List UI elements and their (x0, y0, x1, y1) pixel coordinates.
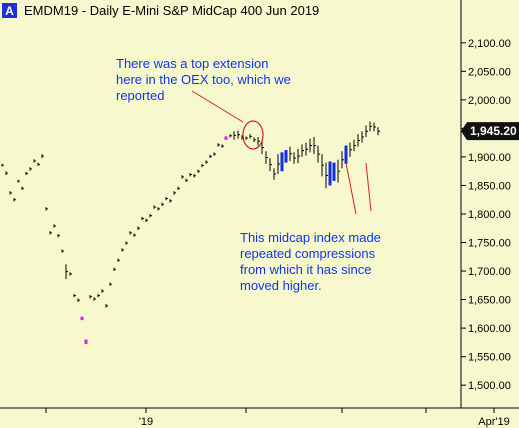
bottom-annotation-line: from which it has since (240, 262, 372, 277)
last-price-tag: 1,945.20 (461, 122, 519, 141)
annotation-pointer-line (345, 162, 357, 215)
y-tick-label: 1,500.00 (468, 380, 511, 392)
x-axis: '19 Apr'19 (45, 408, 510, 428)
y-tick-label: 1,750.00 (468, 238, 511, 250)
chart-title: EMDM19 - Daily E-Mini S&P MidCap 400 Jun… (24, 3, 319, 18)
last-price-tag-shape (461, 122, 519, 141)
symbol-badge: A (5, 4, 14, 18)
bottom-annotation-line: moved higher. (240, 278, 322, 293)
y-tick-label: 1,600.00 (468, 323, 511, 335)
x-tick-label: Apr'19 (478, 416, 509, 428)
annotation-pointer-line (365, 162, 372, 212)
top-annotation-line: reported (116, 88, 164, 103)
price-bar (328, 161, 332, 186)
y-tick-label: 1,900.00 (468, 152, 511, 164)
last-price-label: 1,945.20 (470, 124, 517, 138)
top-annotation: There was a top extension here in the OE… (116, 56, 295, 103)
price-bar (224, 136, 228, 140)
y-tick-label: 1,800.00 (468, 209, 511, 221)
price-bar (284, 150, 288, 163)
y-axis: 1,500.00 1,550.00 1,600.00 1,650.00 1,700.00… (461, 38, 511, 392)
price-bar (84, 339, 88, 345)
top-annotation-line: There was a top extension (116, 56, 268, 71)
extension-highlight-circle (242, 120, 264, 150)
bottom-annotation-line: repeated compressions (240, 246, 376, 261)
symbol-badge-box[interactable] (2, 3, 17, 18)
price-bar (332, 162, 336, 181)
y-tick-label: 1,850.00 (468, 180, 511, 192)
y-tick-label: 2,000.00 (468, 95, 511, 107)
top-annotation-line: here in the OEX too, which we (116, 72, 291, 87)
y-tick-label: 1,700.00 (468, 266, 511, 278)
y-tick-label: 2,100.00 (468, 38, 511, 50)
y-tick-label: 1,650.00 (468, 295, 511, 307)
y-tick-label: 1,550.00 (468, 352, 511, 364)
price-bars (1, 121, 380, 345)
price-bar (344, 145, 348, 164)
price-bar (280, 152, 284, 172)
bottom-annotation: This midcap index made repeated compress… (240, 230, 385, 293)
annotation-pointer-line (191, 90, 244, 123)
x-tick-label: '19 (139, 416, 153, 428)
y-tick-label: 2,050.00 (468, 66, 511, 78)
bottom-annotation-line: This midcap index made (240, 230, 381, 245)
price-bar (80, 316, 84, 321)
